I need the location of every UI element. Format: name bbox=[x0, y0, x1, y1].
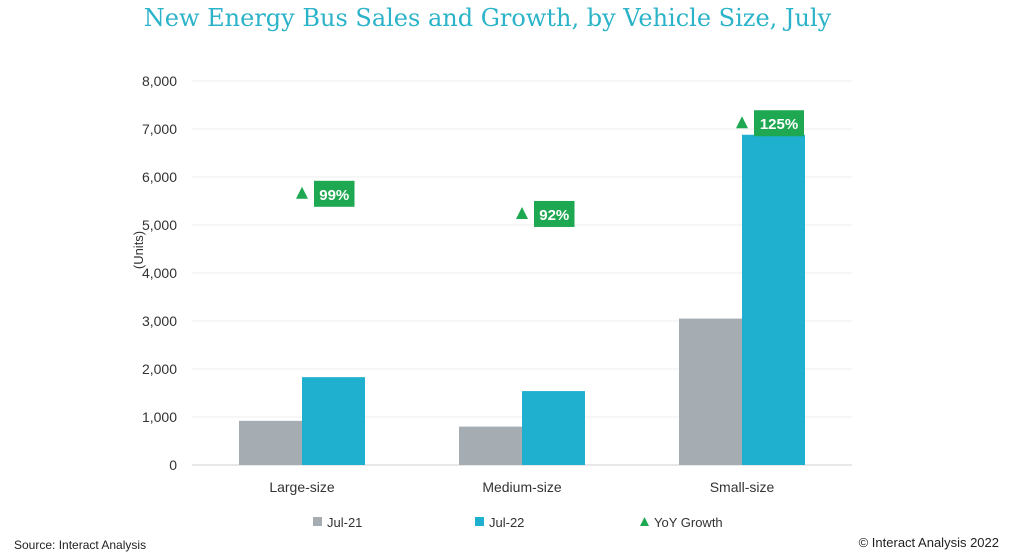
bar-jul-22 bbox=[742, 134, 805, 465]
legend: Jul-21 Jul-22 YoY Growth bbox=[313, 515, 723, 530]
legend-swatch bbox=[313, 517, 322, 526]
bar-jul-21 bbox=[679, 318, 742, 465]
y-tick-label: 4,000 bbox=[142, 265, 177, 281]
growth-marker bbox=[736, 116, 748, 129]
y-tick-label: 1,000 bbox=[142, 409, 177, 425]
growth-label: 125% bbox=[760, 116, 798, 133]
x-tick-label: Medium-size bbox=[482, 479, 562, 495]
bar-jul-22 bbox=[522, 391, 585, 465]
y-tick-label: 6,000 bbox=[142, 169, 177, 185]
y-tick-label: 3,000 bbox=[142, 313, 177, 329]
legend-label: Jul-21 bbox=[327, 515, 362, 530]
bar-jul-21 bbox=[459, 426, 522, 465]
x-tick-label: Small-size bbox=[710, 479, 775, 495]
y-tick-label: 8,000 bbox=[142, 73, 177, 89]
growth-label-box bbox=[754, 110, 804, 137]
growth-markers: 99% 92% 125% bbox=[296, 110, 804, 227]
chart-title: New Energy Bus Sales and Growth, by Vehi… bbox=[143, 4, 832, 32]
x-tick-label: Large-size bbox=[269, 479, 335, 495]
growth-label: 92% bbox=[539, 207, 569, 224]
y-tick-label: 7,000 bbox=[142, 121, 177, 137]
y-tick-label: 0 bbox=[169, 457, 177, 473]
legend-label: Jul-22 bbox=[489, 515, 524, 530]
growth-label-box bbox=[314, 180, 355, 207]
bars bbox=[239, 134, 805, 465]
y-axis-ticks: 0 1,000 2,000 3,000 4,000 5,000 6,000 7,000 8,00… bbox=[142, 73, 177, 473]
copyright-note: © Interact Analysis 2022 bbox=[858, 535, 999, 550]
bar-jul-22 bbox=[302, 377, 365, 465]
y-axis-label: (Units) bbox=[131, 231, 146, 269]
bar-jul-21 bbox=[239, 420, 302, 465]
growth-marker bbox=[516, 206, 528, 219]
y-tick-label: 5,000 bbox=[142, 217, 177, 233]
legend-swatch bbox=[475, 517, 484, 526]
x-axis-ticks: Large-size Medium-size Small-size bbox=[269, 479, 774, 495]
source-note: Source: Interact Analysis bbox=[14, 538, 147, 552]
growth-marker bbox=[296, 186, 308, 199]
legend-label: YoY Growth bbox=[654, 515, 723, 530]
y-tick-label: 2,000 bbox=[142, 361, 177, 377]
growth-label: 99% bbox=[319, 187, 349, 204]
growth-label-box bbox=[534, 200, 575, 227]
legend-marker bbox=[640, 517, 649, 526]
